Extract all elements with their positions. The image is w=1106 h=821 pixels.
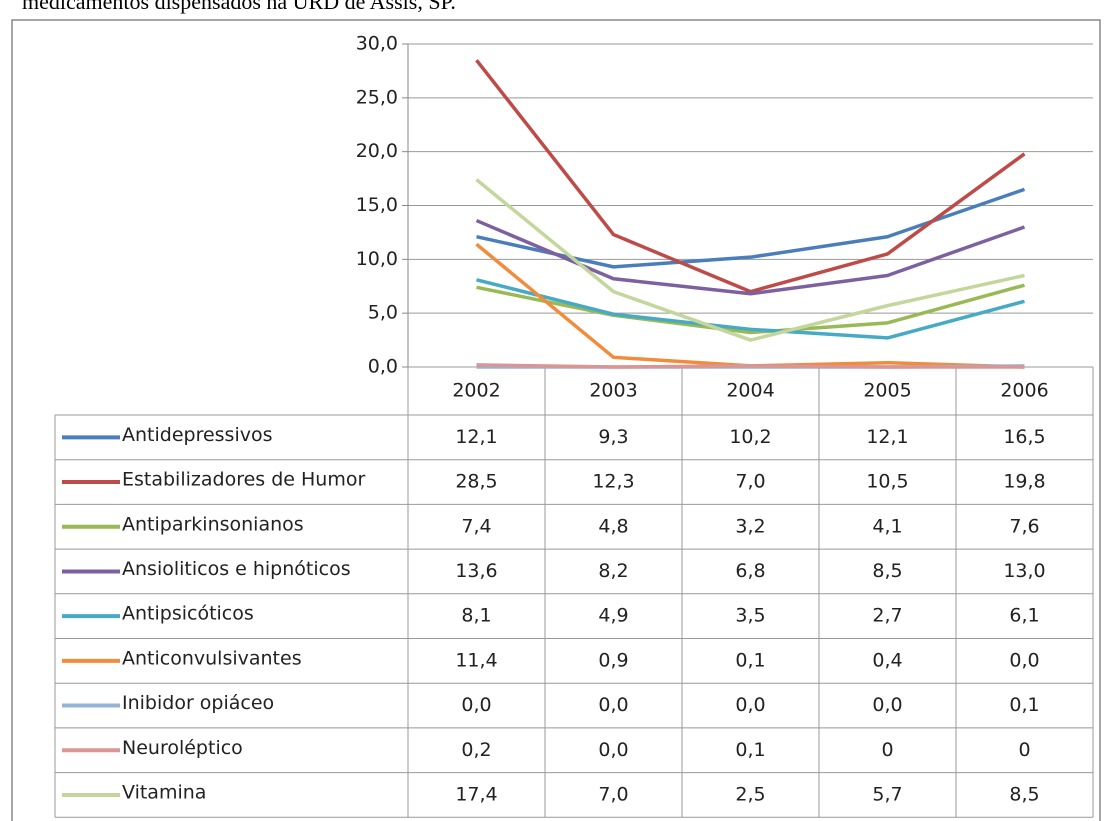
table-cell: 0,4 xyxy=(872,649,902,671)
table-cell: 0,0 xyxy=(598,694,628,716)
legend-label: Antidepressivos xyxy=(122,424,273,446)
series-line xyxy=(476,278,1025,340)
table-cell: 0 xyxy=(881,739,893,761)
legend-label: Inibidor opiáceo xyxy=(122,692,274,714)
table-cell: 4,9 xyxy=(598,605,628,627)
table-cell: 5,7 xyxy=(872,783,902,805)
legend-label: Neuroléptico xyxy=(122,737,243,759)
table-cell: 2,7 xyxy=(872,605,902,627)
table-cell: 16,5 xyxy=(1003,426,1045,448)
y-tick-label: 5,0 xyxy=(368,302,398,324)
table-cell: 0,2 xyxy=(461,739,491,761)
y-tick-label: 20,0 xyxy=(356,140,398,162)
table-cell: 12,3 xyxy=(592,471,634,493)
series-line xyxy=(476,363,1025,369)
table-cell: 0,0 xyxy=(735,694,765,716)
table-cell: 0,1 xyxy=(735,649,765,671)
legend-label: Antiparkinsonianos xyxy=(122,513,304,535)
table-cell: 0 xyxy=(1018,739,1030,761)
table-cell: 12,1 xyxy=(455,426,497,448)
table-cell: 10,5 xyxy=(866,471,908,493)
chart-frame xyxy=(11,19,1101,821)
table-cell: 3,5 xyxy=(735,605,765,627)
table-cell: 8,5 xyxy=(872,560,902,582)
table-cell: 0,1 xyxy=(1009,694,1039,716)
table-cell: 3,2 xyxy=(735,515,765,537)
table-cell: 8,5 xyxy=(1009,783,1039,805)
y-tick-label: 25,0 xyxy=(356,86,398,108)
y-tick-label: 0,0 xyxy=(368,356,398,378)
table-cell: 9,3 xyxy=(598,426,628,448)
legend-label: Estabilizadores de Humor xyxy=(122,469,365,491)
table-cell: 28,5 xyxy=(455,471,497,493)
table-cell: 0,0 xyxy=(1009,649,1039,671)
table-cell: 4,1 xyxy=(872,515,902,537)
table-cell: 6,8 xyxy=(735,560,765,582)
table-cell: 0,1 xyxy=(735,739,765,761)
legend-label: Vitamina xyxy=(122,781,206,803)
table-cell: 7,0 xyxy=(735,471,765,493)
x-tick-label: 2002 xyxy=(452,380,500,402)
table-cell: 7,0 xyxy=(598,783,628,805)
table-cell: 17,4 xyxy=(455,783,497,805)
x-tick-label: 2003 xyxy=(589,380,637,402)
table-cell: 7,4 xyxy=(461,515,491,537)
y-tick-label: 10,0 xyxy=(356,248,398,270)
series-line xyxy=(476,283,1025,335)
table-cell: 0,0 xyxy=(461,694,491,716)
legend-label: Anticonvulsivantes xyxy=(122,647,302,669)
table-cell: 2,5 xyxy=(735,783,765,805)
table-cell: 0,0 xyxy=(872,694,902,716)
legend-label: Ansioliticos e hipnóticos xyxy=(122,558,351,580)
chart-title: medicamentos dispensados na URD de Assis… xyxy=(22,0,456,14)
table-cell: 0,0 xyxy=(598,739,628,761)
table-cell: 13,6 xyxy=(455,560,497,582)
series-line xyxy=(475,59,1026,294)
table-cell: 10,2 xyxy=(729,426,771,448)
x-tick-label: 2006 xyxy=(1000,380,1048,402)
table-cell: 13,0 xyxy=(1003,560,1045,582)
legend-label: Antipsicóticos xyxy=(122,603,254,625)
series-line xyxy=(475,178,1025,342)
x-tick-label: 2005 xyxy=(863,380,911,402)
table-cell: 11,4 xyxy=(455,649,497,671)
x-tick-label: 2004 xyxy=(726,380,774,402)
series-line xyxy=(475,218,1026,296)
table-cell: 0,9 xyxy=(598,649,628,671)
table-cell: 7,6 xyxy=(1009,515,1039,537)
table-cell: 4,8 xyxy=(598,515,628,537)
y-tick-label: 30,0 xyxy=(356,33,398,55)
table-cell: 8,1 xyxy=(461,605,491,627)
y-tick-label: 15,0 xyxy=(356,194,398,216)
table-cell: 6,1 xyxy=(1009,605,1039,627)
table-cell: 12,1 xyxy=(866,426,908,448)
table-cell: 8,2 xyxy=(598,560,628,582)
table-cell: 19,8 xyxy=(1003,471,1045,493)
